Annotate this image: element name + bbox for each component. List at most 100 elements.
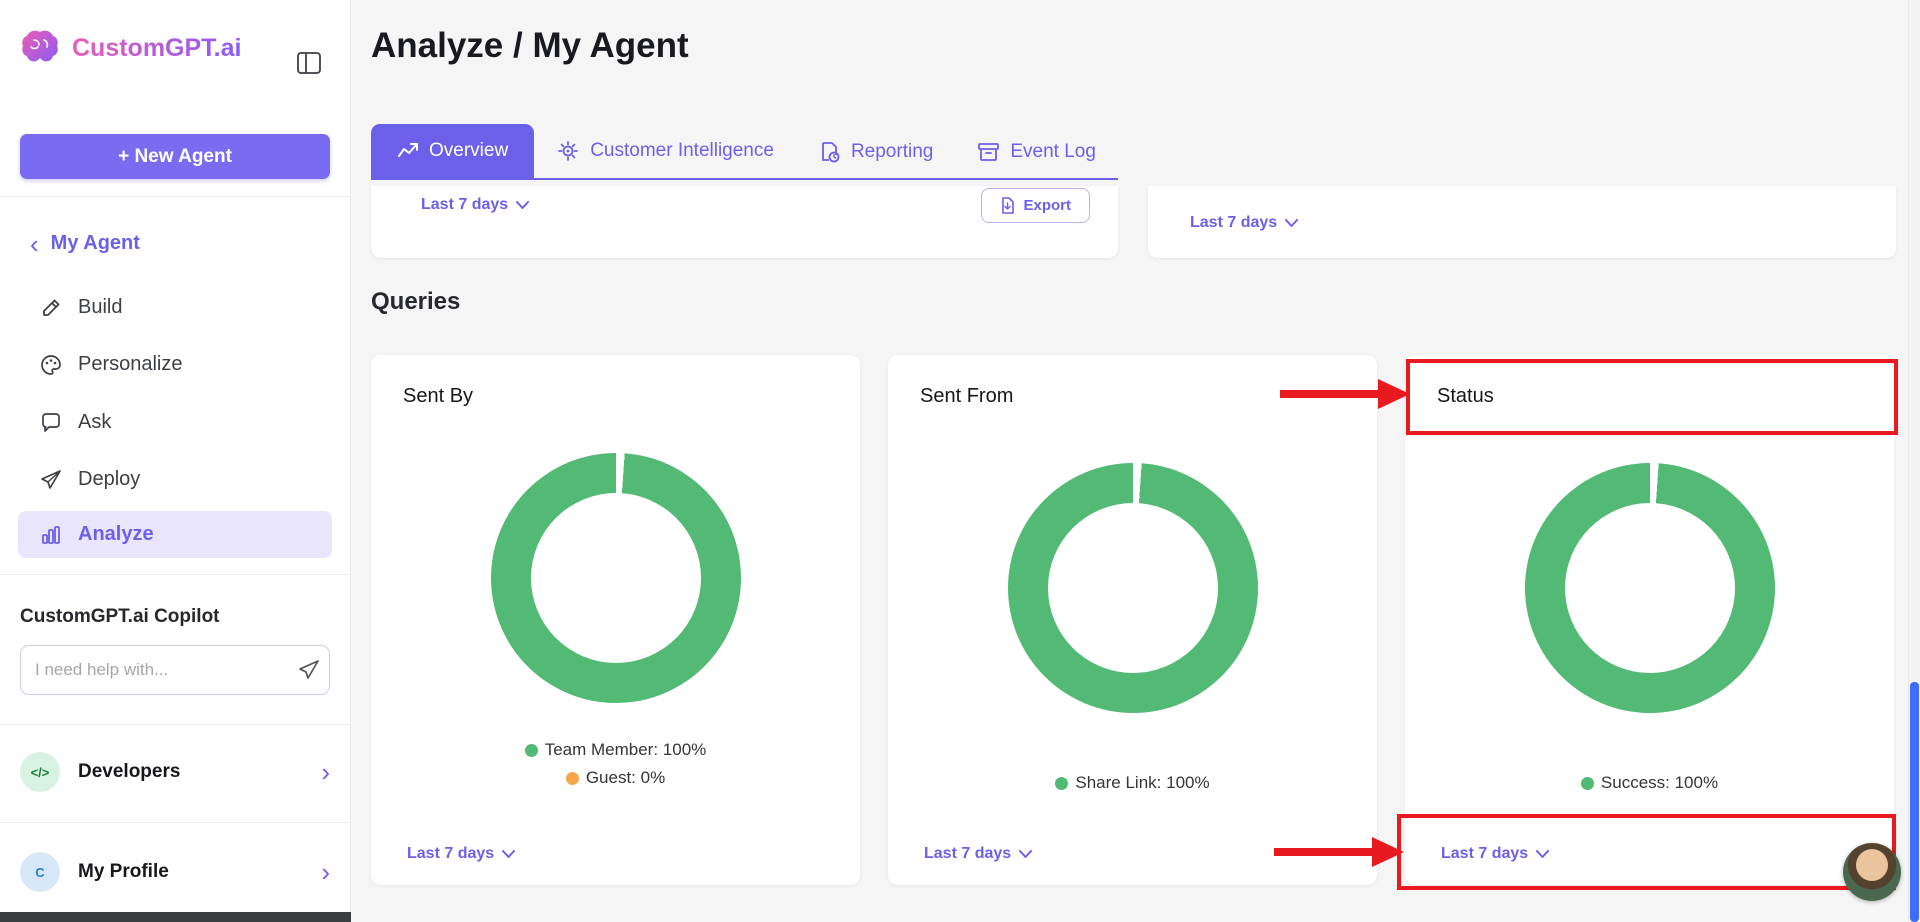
divider <box>0 574 350 575</box>
bottom-dark-strip <box>0 912 351 922</box>
user-avatar[interactable] <box>1843 843 1901 901</box>
main-content: Analyze / My Agent Overview Customer Int… <box>352 0 1920 922</box>
chat-icon <box>42 412 60 432</box>
my-profile-row[interactable]: C My Profile › <box>20 848 330 896</box>
sidebar-item-deploy[interactable]: Deploy <box>18 456 332 503</box>
report-clock-icon <box>822 142 840 163</box>
sent-from-donut-chart <box>1007 463 1258 713</box>
legend-dot <box>1055 776 1069 790</box>
build-icon <box>43 299 60 316</box>
range-dropdown[interactable]: Last 7 days <box>1190 214 1299 232</box>
card-title: Sent By <box>403 385 474 407</box>
export-icon <box>1002 197 1015 214</box>
archive-log-icon <box>978 143 1000 161</box>
sidebar: CustomGPT.ai + New Agent ‹ My Agent Buil… <box>0 0 351 922</box>
range-text: Last 7 days <box>421 196 509 213</box>
bar-chart-icon <box>42 525 60 544</box>
status-card: Status Success: 100% Last 7 days <box>1405 355 1894 885</box>
legend-dot <box>565 771 579 785</box>
chevron-left-icon: ‹ <box>30 228 39 259</box>
paper-plane-icon <box>41 469 61 489</box>
range-dropdown[interactable]: Last 7 days <box>1441 845 1550 863</box>
send-icon[interactable] <box>289 659 329 681</box>
legend-label: Success: 100% <box>1600 773 1719 792</box>
sidebar-item-analyze[interactable]: Analyze <box>18 511 332 558</box>
top-left-card: Last 7 days Export <box>371 186 1118 258</box>
legend-item: Team Member: 100% <box>524 740 707 760</box>
chevron-down-icon <box>1019 850 1033 858</box>
nav-label: Deploy <box>78 468 141 490</box>
legend-item: Guest: 0% <box>565 768 666 788</box>
sidebar-item-ask[interactable]: Ask <box>18 399 332 446</box>
legend-label: Guest: 0% <box>585 768 666 787</box>
chevron-down-icon <box>516 201 530 209</box>
divider <box>0 822 350 823</box>
chevron-right-icon: › <box>321 757 330 787</box>
chevron-right-icon: › <box>321 857 330 887</box>
sidebar-item-personalize[interactable]: Personalize <box>18 341 332 388</box>
tab-label: Customer Intelligence <box>590 140 774 161</box>
sent-by-donut-chart <box>490 453 741 703</box>
nav-label: Build <box>78 296 123 318</box>
chevron-down-icon <box>1285 219 1299 227</box>
legend-item: Share Link: 100% <box>1055 773 1210 793</box>
tab-label: Event Log <box>1010 141 1096 162</box>
divider <box>0 196 350 197</box>
legend-dot <box>1580 776 1594 790</box>
range-dropdown[interactable]: Last 7 days <box>924 845 1033 863</box>
tab-reporting[interactable]: Reporting <box>796 125 955 178</box>
chevron-down-icon <box>502 850 516 858</box>
range-text: Last 7 days <box>407 845 495 862</box>
developers-label: Developers <box>78 761 181 782</box>
range-dropdown[interactable]: Last 7 days <box>407 845 516 863</box>
export-button[interactable]: Export <box>981 188 1090 223</box>
legend: Success: 100% <box>1405 773 1894 793</box>
nav-label: Ask <box>78 411 112 433</box>
palette-icon <box>41 354 61 375</box>
nav-label: Personalize <box>78 353 183 375</box>
tab-customer-intelligence[interactable]: Customer Intelligence <box>534 124 796 178</box>
tab-event-log[interactable]: Event Log <box>955 126 1118 178</box>
copilot-input[interactable] <box>21 660 289 680</box>
status-donut-chart <box>1524 463 1775 713</box>
sent-from-card: Sent From Share Link: 100% Last 7 days <box>888 355 1377 885</box>
tab-overview[interactable]: Overview <box>371 124 535 178</box>
legend-label: Share Link: 100% <box>1075 773 1210 792</box>
scrollbar-track <box>1908 0 1920 922</box>
divider <box>0 724 350 725</box>
logo-text: CustomGPT.ai <box>72 33 242 62</box>
card-title: Sent From <box>920 385 1014 407</box>
range-text: Last 7 days <box>1441 845 1529 862</box>
insights-icon <box>558 141 579 161</box>
line-chart-icon <box>398 143 418 157</box>
developers-icon: </> <box>20 752 60 792</box>
profile-label: My Profile <box>78 861 169 882</box>
chevron-down-icon <box>1536 850 1550 858</box>
tab-bar: Overview Customer Intelligence Reporting… <box>371 124 1118 180</box>
developers-row[interactable]: </> Developers › <box>20 748 330 796</box>
legend-item: Success: 100% <box>1580 773 1719 793</box>
legend-dot <box>524 743 538 757</box>
sidebar-item-build[interactable]: Build <box>18 284 332 331</box>
range-text: Last 7 days <box>924 845 1012 862</box>
range-text: Last 7 days <box>1190 214 1278 231</box>
profile-initial-avatar: C <box>20 852 60 892</box>
new-agent-button[interactable]: + New Agent <box>20 134 330 179</box>
brain-logo-icon <box>22 30 58 62</box>
sent-by-card: Sent By Team Member: 100% Guest: 0% Last… <box>371 355 860 885</box>
range-dropdown[interactable]: Last 7 days <box>421 196 530 214</box>
nav-label: Analyze <box>78 523 154 545</box>
legend: Share Link: 100% <box>888 773 1377 793</box>
top-right-card: Last 7 days <box>1148 186 1896 258</box>
logo[interactable]: CustomGPT.ai <box>20 28 241 68</box>
queries-section-title: Queries <box>371 288 461 315</box>
page-title: Analyze / My Agent <box>371 26 689 65</box>
tab-label: Overview <box>429 140 509 161</box>
tab-label: Reporting <box>850 140 934 162</box>
scrollbar-thumb[interactable] <box>1910 682 1919 922</box>
my-agent-label: My Agent <box>50 232 140 254</box>
copilot-input-box <box>20 645 330 695</box>
sidebar-collapse-icon[interactable] <box>296 50 322 76</box>
legend-label: Team Member: 100% <box>544 740 707 759</box>
sidebar-item-my-agent[interactable]: ‹ My Agent <box>30 228 140 259</box>
